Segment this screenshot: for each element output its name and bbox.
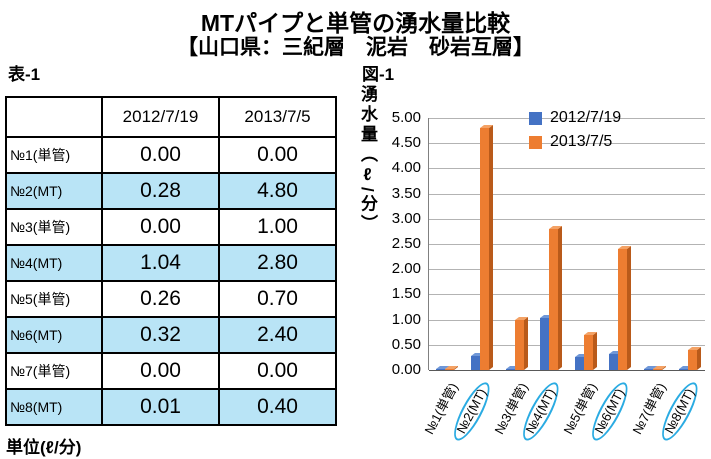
- legend-swatch-2012: [529, 111, 542, 125]
- table-cell: 0.00: [218, 136, 337, 174]
- figure-label: 図-1: [362, 65, 395, 84]
- bar-2012/7/19-cat4: [540, 318, 549, 370]
- legend-swatch-2013: [529, 135, 542, 149]
- gridline: [429, 319, 705, 321]
- table-row: №3(単管) 0.00 1.00: [5, 208, 337, 246]
- table-cell: 2.80: [218, 244, 337, 282]
- bar-2013/7/5-cat4: [549, 229, 558, 370]
- row-label: №6(MT): [5, 316, 103, 354]
- row-label: №1(単管): [5, 136, 103, 174]
- bar-side: [558, 225, 562, 370]
- gridline: [429, 168, 705, 170]
- table-cell: 1.00: [218, 208, 337, 246]
- y-tick-label: 5.00: [391, 109, 421, 126]
- bar-side: [524, 316, 528, 370]
- gridline: [429, 269, 705, 271]
- table-row: №7(単管) 0.00 0.00: [5, 352, 337, 390]
- bar-2012/7/19-cat6: [609, 354, 618, 370]
- table-cell: 0.40: [218, 388, 337, 426]
- row-label: №3(単管): [5, 208, 103, 246]
- column-header-2012: 2012/7/19: [101, 96, 220, 138]
- table-cell: 0.00: [101, 208, 220, 246]
- y-tick-label: 4.50: [391, 134, 421, 152]
- bar-2012/7/19-cat1: [436, 369, 445, 370]
- table-body: №1(単管) 0.00 0.00 №2(MT) 0.28 4.80 №3(単管) 0.00 1.…: [5, 136, 337, 426]
- bar-side: [627, 245, 631, 370]
- gridline: [429, 143, 705, 145]
- bar-2013/7/5-cat1: [445, 369, 454, 370]
- table-cell: 0.28: [101, 172, 220, 210]
- row-label: №5(単管): [5, 280, 103, 318]
- page-subtitle: 【山口県：三紀層 泥岩 砂岩互層】: [177, 36, 534, 59]
- table-row: №6(MT) 0.32 2.40: [5, 316, 337, 354]
- table-row: №8(MT) 0.01 0.40: [5, 388, 337, 426]
- table-cell: 0.01: [101, 388, 220, 426]
- table-header-row: 2012/7/19 2013/7/5: [5, 96, 337, 138]
- bar-side: [697, 346, 701, 370]
- page-title: MTパイプと単管の湧水量比較: [200, 10, 511, 36]
- table-row: №5(単管) 0.26 0.70: [5, 280, 337, 318]
- table-cell: 0.00: [101, 136, 220, 174]
- y-tick-label: 2.00: [391, 260, 421, 278]
- y-tick-label: 2.50: [391, 235, 421, 252]
- table-cell: 2.40: [218, 316, 337, 354]
- gridline: [429, 344, 705, 346]
- table-cell: 0.32: [101, 316, 220, 354]
- row-label: №8(MT): [5, 388, 103, 426]
- y-axis-title: 湧水量（ℓ/分）: [358, 85, 377, 235]
- gridline: [429, 118, 705, 119]
- bar-2013/7/5-cat2: [480, 128, 489, 370]
- row-label: №4(MT): [5, 244, 103, 282]
- y-tick-label: 3.00: [391, 209, 421, 227]
- bar-chart: 湧水量（ℓ/分） 2012/7/19 2013/7/5 5.00 4.50 4.00…: [355, 85, 711, 459]
- gridline: [429, 244, 705, 245]
- bar-2012/7/19-cat3: [506, 369, 515, 370]
- gridline: [429, 370, 705, 371]
- table-cell: 4.80: [218, 172, 337, 210]
- table-corner-cell: [5, 96, 103, 138]
- legend-item-2012: 2012/7/19: [529, 109, 621, 127]
- bar-2013/7/5-cat7: [653, 369, 662, 370]
- bar-2013/7/5-cat5: [584, 335, 593, 370]
- y-tick-label: 4.00: [391, 159, 421, 177]
- table-label: 表-1: [8, 65, 41, 84]
- data-table: 2012/7/19 2013/7/5 №1(単管) 0.00 0.00 №2(MT) 0…: [5, 96, 337, 426]
- y-tick-label: 1.00: [391, 310, 421, 328]
- bar-2013/7/5-cat6: [618, 249, 627, 370]
- row-label: №2(MT): [5, 172, 103, 210]
- gridline: [429, 218, 705, 220]
- table-row: №4(MT) 1.04 2.80: [5, 244, 337, 282]
- table-cell: 1.04: [101, 244, 220, 282]
- legend-item-2013: 2013/7/5: [529, 133, 621, 151]
- table-cell: 0.00: [101, 352, 220, 390]
- unit-note: 単位(ℓ/分): [6, 438, 82, 457]
- bar-2012/7/19-cat2: [471, 356, 480, 370]
- y-tick-label: 3.50: [391, 184, 421, 202]
- bar-2012/7/19-cat5: [575, 357, 584, 370]
- bar-2012/7/19-cat8: [679, 369, 688, 370]
- table-row: №1(単管) 0.00 0.00: [5, 136, 337, 174]
- y-tick-label: 0.00: [391, 361, 421, 378]
- bar-side: [489, 124, 493, 371]
- table-row: №2(MT) 0.28 4.80: [5, 172, 337, 210]
- legend-label-2013: 2013/7/5: [550, 133, 613, 150]
- bar-2012/7/19-cat7: [644, 369, 653, 370]
- gridline: [429, 294, 705, 296]
- column-header-2013: 2013/7/5: [218, 96, 337, 138]
- y-tick-label: 0.50: [391, 335, 421, 353]
- bar-2013/7/5-cat8: [688, 350, 697, 370]
- table-cell: 0.26: [101, 280, 220, 318]
- gridline: [429, 193, 705, 195]
- table-cell: 0.00: [218, 352, 337, 390]
- row-label: №7(単管): [5, 352, 103, 390]
- table-cell: 0.70: [218, 280, 337, 318]
- bar-side: [593, 331, 597, 370]
- plot-area: [428, 118, 705, 371]
- bar-2013/7/5-cat3: [515, 320, 524, 370]
- legend-label-2012: 2012/7/19: [550, 109, 622, 126]
- y-tick-label: 1.50: [391, 285, 421, 303]
- chart-legend: 2012/7/19 2013/7/5: [529, 109, 621, 157]
